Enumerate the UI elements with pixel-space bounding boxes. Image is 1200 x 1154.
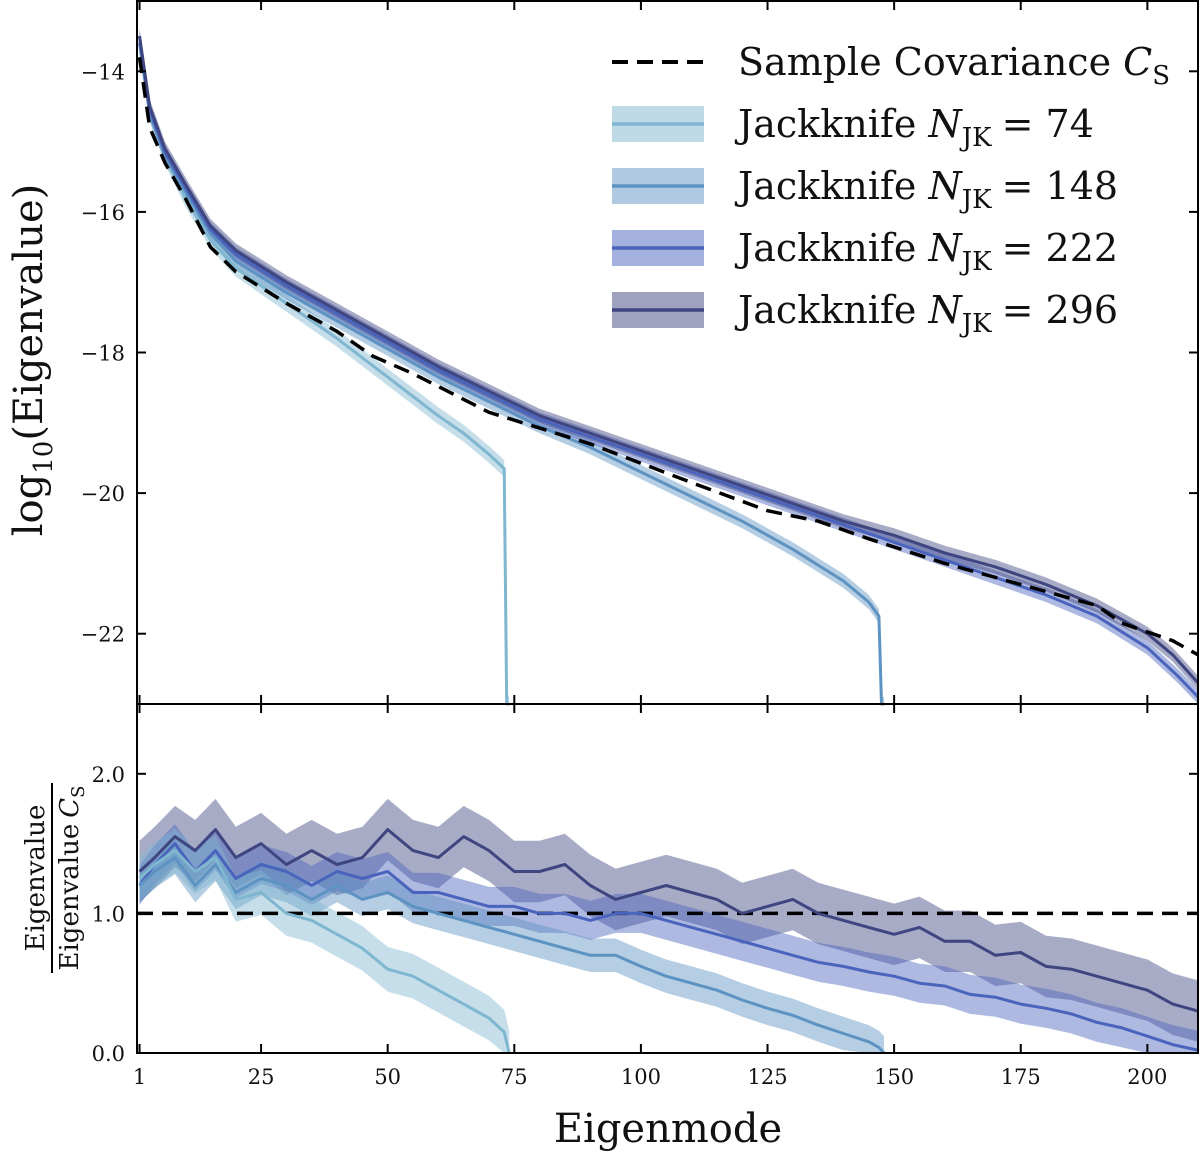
- legend-label-4: Jackknife NJK = 296: [734, 288, 1118, 339]
- top-series-3: [138, 35, 1200, 684]
- legend-label-0: Sample Covariance CS: [738, 40, 1170, 91]
- xtick-label: 200: [1127, 1065, 1167, 1089]
- top-ytick-label: −18: [81, 342, 125, 366]
- top-ylabel: log10(Eigenvalue): [6, 184, 59, 537]
- xtick-label: 125: [747, 1065, 787, 1089]
- ylabel-numerator: Eigenvalue: [21, 805, 51, 952]
- bottom-band-1: [139, 824, 1198, 1053]
- x-axis-label: Eigenmode: [554, 1106, 782, 1152]
- xtick-label: 1: [133, 1065, 146, 1089]
- bottom-band-0: [139, 798, 1198, 1042]
- legend-label-2: Jackknife NJK = 148: [734, 164, 1118, 215]
- bottom-series-0: [138, 828, 1199, 1013]
- top-series-1: [138, 42, 884, 706]
- top-panel: −14 −16 −18 −20 −22 log10(Eigenvalue) Sample…: [6, 0, 1200, 706]
- top-ytick-label: −20: [81, 482, 125, 506]
- bottom-axes-frame: [136, 703, 1199, 1054]
- top-ytick-label: −22: [81, 623, 125, 647]
- top-series-2: [138, 35, 1200, 699]
- bottom-ytick-label: 2.0: [92, 763, 125, 787]
- legend-label-3: Jackknife NJK = 222: [734, 226, 1118, 277]
- top-ytick-label: −16: [81, 201, 125, 225]
- xtick-label: 175: [1001, 1065, 1041, 1089]
- xtick-label: 25: [248, 1065, 275, 1089]
- bottom-ytick-label: 1.0: [92, 902, 125, 926]
- bottom-band-3: [139, 828, 510, 1053]
- bottom-panel: 0.01.02.0 1 25 50 75 100 125 150 175 200 Eigenva…: [21, 703, 1199, 1152]
- bottom-series-1: [138, 842, 1199, 1052]
- xtick-label: 150: [874, 1065, 914, 1089]
- bottom-series-2: [138, 856, 886, 1055]
- bottom-band-2: [139, 840, 884, 1053]
- bottom-series-3: [138, 849, 511, 1054]
- bottom-ylabel: Eigenvalue EigenvalueCS: [21, 783, 89, 973]
- xtick-label: 50: [374, 1065, 401, 1089]
- top-series-4: [137, 56, 1199, 657]
- xtick-label: 75: [501, 1065, 528, 1089]
- ylabel-denominator: EigenvalueCS: [55, 786, 89, 971]
- legend: Sample Covariance CS Jackknife NJK = 74 Jac…: [612, 40, 1170, 339]
- legend-label-1: Jackknife NJK = 74: [734, 102, 1094, 153]
- top-ytick-label: −14: [81, 60, 125, 84]
- bottom-ytick-label: 0.0: [92, 1042, 125, 1066]
- xtick-label: 100: [621, 1065, 661, 1089]
